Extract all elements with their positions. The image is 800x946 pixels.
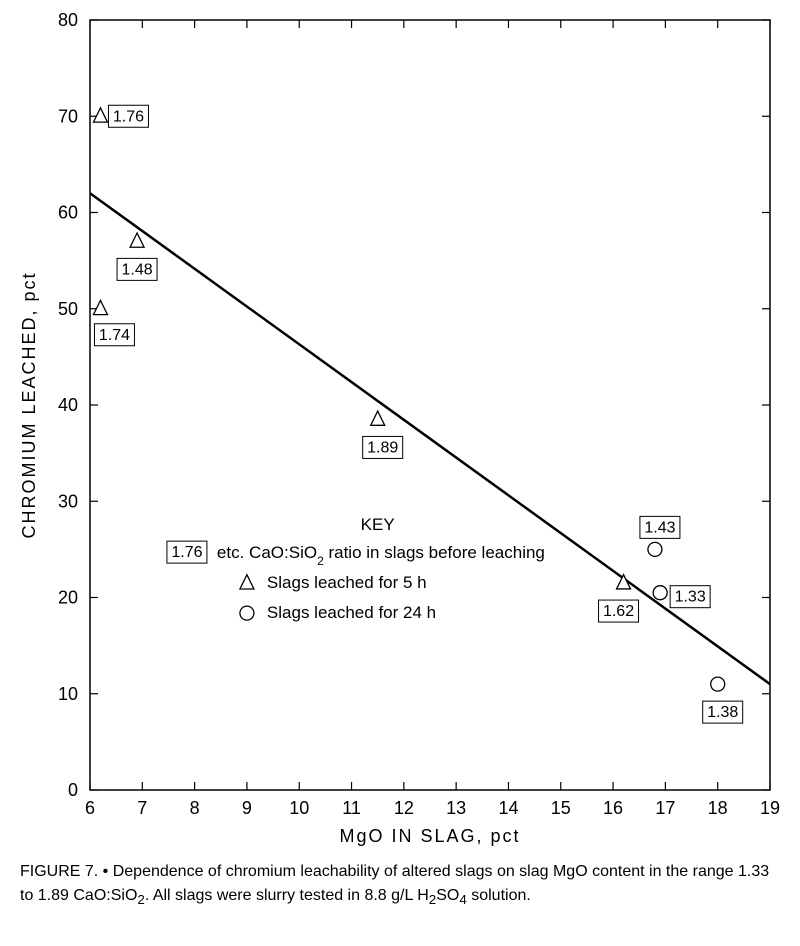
y-axis-label: CHROMIUM LEACHED, pct: [19, 271, 39, 538]
caption-p2: . All slags were slurry tested in 8.8 g/…: [145, 887, 429, 904]
caption-p4: SO: [436, 887, 459, 904]
point-label: 1.76: [113, 108, 144, 125]
x-tick-label: 9: [242, 798, 252, 818]
y-tick-label: 20: [58, 588, 78, 608]
y-tick-label: 50: [58, 299, 78, 319]
x-tick-label: 7: [137, 798, 147, 818]
y-tick-label: 10: [58, 684, 78, 704]
x-tick-label: 12: [394, 798, 414, 818]
y-tick-label: 70: [58, 106, 78, 126]
triangle-marker: [240, 575, 254, 589]
point-label: 1.62: [603, 603, 634, 620]
circle-marker: [653, 586, 667, 600]
x-tick-label: 16: [603, 798, 623, 818]
caption-sub5: 4: [459, 892, 466, 907]
plot-frame: [90, 20, 770, 790]
triangle-marker: [130, 233, 144, 247]
x-tick-label: 6: [85, 798, 95, 818]
legend-item-5h: Slags leached for 5 h: [267, 573, 427, 592]
triangle-marker: [93, 108, 107, 122]
figure-number: FIGURE 7.: [20, 863, 98, 880]
x-tick-label: 15: [551, 798, 571, 818]
point-label: 1.74: [99, 327, 130, 344]
chart-svg: 6 7 8 9 10 11 12 13 14 15 16 17 18 19 0 10 20 30 40 50 60 70 8…: [0, 0, 800, 860]
circle-marker: [648, 542, 662, 556]
y-tick-label: 80: [58, 10, 78, 30]
y-tick-label: 0: [68, 780, 78, 800]
caption-sub1: 2: [137, 892, 144, 907]
circle-marker: [711, 677, 725, 691]
point-label: 1.38: [707, 704, 738, 721]
y-tick-label: 40: [58, 395, 78, 415]
x-tick-label: 18: [708, 798, 728, 818]
triangle-marker: [93, 300, 107, 314]
chart-container: 6 7 8 9 10 11 12 13 14 15 16 17 18 19 0 10 20 30 40 50 60 70 8…: [0, 0, 800, 946]
y-tick-label: 60: [58, 203, 78, 223]
legend-item-24h: Slags leached for 24 h: [267, 603, 436, 622]
point-label: 1.33: [675, 589, 706, 606]
circle-marker: [240, 606, 254, 620]
figure-caption: FIGURE 7. • Dependence of chromium leach…: [0, 860, 800, 910]
point-label: 1.43: [644, 519, 675, 536]
x-axis-label: MgO IN SLAG, pct: [339, 826, 520, 846]
x-tick-label: 19: [760, 798, 780, 818]
x-tick-label: 10: [289, 798, 309, 818]
x-tick-label: 13: [446, 798, 466, 818]
point-label: 1.48: [122, 261, 153, 278]
x-tick-label: 17: [655, 798, 675, 818]
caption-p6: solution.: [467, 887, 531, 904]
point-label: 1.89: [367, 439, 398, 456]
x-tick-label: 8: [190, 798, 200, 818]
legend-title: KEY: [361, 515, 395, 534]
y-tick-label: 30: [58, 491, 78, 511]
legend-item-ratio: etc. CaO:SiO2 ratio in slags before leac…: [217, 543, 545, 568]
triangle-marker: [371, 411, 385, 425]
point-label: 1.76: [171, 544, 202, 561]
x-tick-label: 14: [498, 798, 518, 818]
x-tick-label: 11: [342, 798, 361, 818]
